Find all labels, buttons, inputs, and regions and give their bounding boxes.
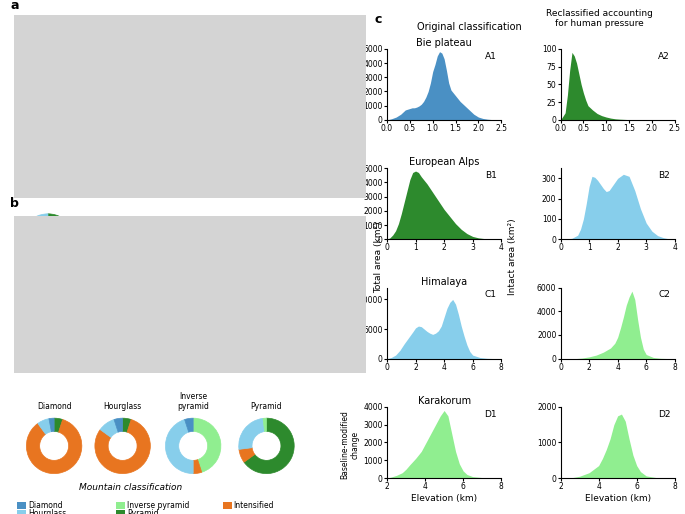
Text: Intensified: Intensified <box>234 501 274 510</box>
Wedge shape <box>184 418 193 432</box>
Text: Baseline-modified
change: Baseline-modified change <box>340 410 360 479</box>
Title: Karakorum: Karakorum <box>418 396 471 406</box>
Wedge shape <box>54 418 63 432</box>
Wedge shape <box>263 418 266 432</box>
Wedge shape <box>239 448 255 462</box>
Wedge shape <box>166 419 193 473</box>
Wedge shape <box>27 419 82 473</box>
Wedge shape <box>123 418 132 432</box>
X-axis label: Elevation (km): Elevation (km) <box>411 494 477 503</box>
Title: Himalaya: Himalaya <box>421 277 467 287</box>
Text: D2: D2 <box>658 410 670 419</box>
Text: Inverse pyramid: Inverse pyramid <box>127 501 190 510</box>
Text: Pyramid: Pyramid <box>251 402 282 411</box>
Wedge shape <box>49 418 54 432</box>
Text: Mountain classification: Mountain classification <box>79 483 182 492</box>
Title: Bie plateau: Bie plateau <box>416 38 472 48</box>
Wedge shape <box>193 460 202 473</box>
Text: Inverse
pyramid: Inverse pyramid <box>177 392 209 411</box>
Text: a: a <box>10 0 18 12</box>
Text: b: b <box>10 197 19 210</box>
Text: C2: C2 <box>658 290 670 300</box>
Title: European Alps: European Alps <box>409 157 480 168</box>
Text: B2: B2 <box>658 171 670 180</box>
X-axis label: Elevation (km): Elevation (km) <box>584 494 651 503</box>
Text: Diamond: Diamond <box>28 501 63 510</box>
Text: Hourglass: Hourglass <box>28 509 66 514</box>
Text: D1: D1 <box>484 410 497 419</box>
Text: Total land area: Total land area <box>19 282 77 290</box>
Text: Pyramid: Pyramid <box>127 509 159 514</box>
Text: Total area (km²): Total area (km²) <box>373 221 383 293</box>
Text: A2: A2 <box>658 52 670 61</box>
Text: A1: A1 <box>485 52 497 61</box>
Text: Intact area (km²): Intact area (km²) <box>508 218 517 296</box>
Wedge shape <box>114 418 123 432</box>
Text: Diamond: Diamond <box>37 402 71 411</box>
Wedge shape <box>193 418 221 472</box>
Wedge shape <box>38 419 51 434</box>
Text: Reclassified accounting
for human pressure: Reclassified accounting for human pressu… <box>546 9 653 28</box>
Wedge shape <box>239 418 264 449</box>
Wedge shape <box>100 419 118 437</box>
Wedge shape <box>95 419 150 473</box>
Wedge shape <box>244 418 294 473</box>
Text: B1: B1 <box>485 171 497 180</box>
Text: Hourglass: Hourglass <box>103 402 142 411</box>
Text: Original classification: Original classification <box>417 22 521 32</box>
Wedge shape <box>21 214 71 269</box>
Wedge shape <box>48 214 75 258</box>
Text: c: c <box>375 13 382 26</box>
Text: C1: C1 <box>484 290 497 300</box>
